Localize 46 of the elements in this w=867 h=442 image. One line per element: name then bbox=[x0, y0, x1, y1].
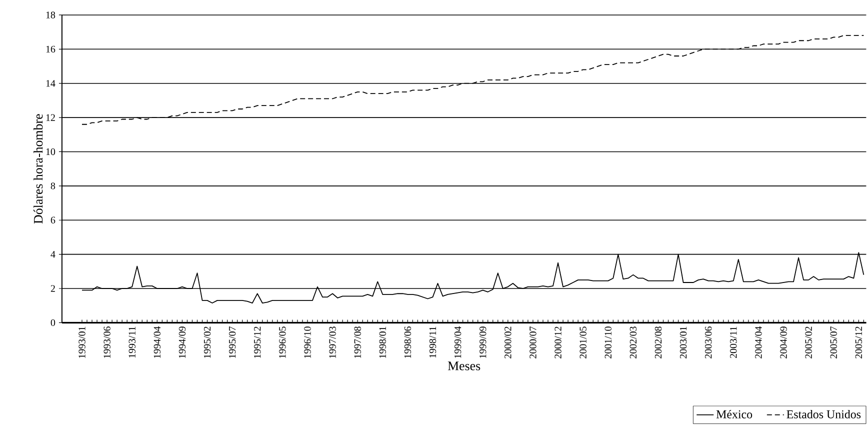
x-tick-label: 1993/06 bbox=[104, 326, 110, 358]
x-tick-label: 2004/04 bbox=[755, 326, 762, 359]
x-tick-label: 1996/10 bbox=[304, 326, 311, 358]
x-tick-label: 2001/05 bbox=[580, 326, 586, 359]
x-tick-label: 2000/02 bbox=[504, 326, 512, 359]
x-tick-label: 1993/01 bbox=[78, 327, 86, 358]
x-tick-label: 1998/11 bbox=[429, 327, 436, 358]
x-tick-label: 2003/01 bbox=[680, 327, 687, 359]
x-axis-title: Meses bbox=[448, 362, 480, 370]
x-tick-label: 1994/09 bbox=[178, 326, 186, 358]
y-tick-label: 4 bbox=[50, 251, 56, 258]
y-tick-label: 14 bbox=[46, 80, 56, 87]
x-tick-label: 1998/01 bbox=[379, 327, 386, 358]
y-axis-title: Dólares hora-hombre bbox=[34, 114, 43, 224]
x-tick-label: 1999/09 bbox=[480, 326, 486, 358]
y-tick-label: 6 bbox=[50, 216, 56, 224]
x-tick-label: 2002/03 bbox=[630, 326, 637, 359]
x-tick-label: 1995/02 bbox=[204, 326, 211, 358]
x-tick-label: 2003/11 bbox=[730, 327, 737, 358]
x-tick-label: 2000/07 bbox=[530, 326, 536, 359]
x-tick-label: 1995/12 bbox=[254, 326, 261, 358]
y-tick-label: 0 bbox=[50, 320, 56, 326]
x-tick-label: 1996/05 bbox=[279, 326, 286, 358]
x-tick-label: 2000/12 bbox=[554, 326, 562, 359]
x-tick-label: 1994/04 bbox=[154, 326, 161, 358]
x-tick-label: 1995/07 bbox=[228, 326, 236, 358]
y-tick-label: 8 bbox=[50, 182, 56, 190]
x-tick-label: 1993/11 bbox=[128, 327, 136, 358]
y-tick-label: 10 bbox=[46, 148, 56, 156]
y-tick-label: 18 bbox=[46, 12, 56, 19]
x-tick-label: 1997/08 bbox=[354, 326, 361, 358]
x-tick-label: 1997/03 bbox=[329, 326, 336, 358]
y-tick-label: 16 bbox=[46, 46, 56, 53]
x-tick-label: 2004/09 bbox=[780, 326, 787, 359]
x-tick-label: 2001/10 bbox=[604, 326, 612, 359]
y-tick-label: 12 bbox=[46, 114, 55, 122]
x-tick-label: 2003/06 bbox=[704, 326, 712, 359]
legend-label: México bbox=[716, 410, 752, 419]
x-tick-label: 2005/12 bbox=[855, 326, 862, 359]
x-tick-label: 2005/07 bbox=[830, 326, 837, 359]
x-tick-label: 2005/02 bbox=[805, 326, 812, 359]
y-tick-label: 2 bbox=[50, 285, 55, 292]
x-tick-label: 1999/04 bbox=[454, 326, 462, 358]
legend-label: Estados Unidos bbox=[786, 410, 861, 419]
x-tick-label: 1998/06 bbox=[404, 326, 412, 358]
x-tick-label: 2002/08 bbox=[654, 326, 662, 359]
